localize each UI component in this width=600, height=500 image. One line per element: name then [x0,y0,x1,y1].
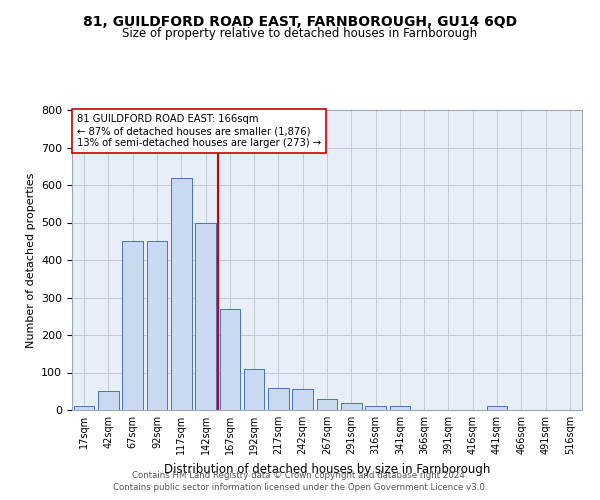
Text: Size of property relative to detached houses in Farnborough: Size of property relative to detached ho… [122,28,478,40]
Bar [341,402,362,410]
Text: 81, GUILDFORD ROAD EAST, FARNBOROUGH, GU14 6QD: 81, GUILDFORD ROAD EAST, FARNBOROUGH, GU… [83,15,517,29]
X-axis label: Distribution of detached houses by size in Farnborough: Distribution of detached houses by size … [164,462,490,475]
Bar [195,222,216,410]
Text: Contains public sector information licensed under the Open Government Licence v3: Contains public sector information licen… [113,484,487,492]
Bar [487,406,508,410]
Bar [171,178,191,410]
Bar [98,391,119,410]
Bar [146,242,167,410]
Bar [317,399,337,410]
Text: 81 GUILDFORD ROAD EAST: 166sqm
← 87% of detached houses are smaller (1,876)
13% : 81 GUILDFORD ROAD EAST: 166sqm ← 87% of … [77,114,321,148]
Bar [122,242,143,410]
Bar [244,369,265,410]
Bar [365,406,386,410]
Bar [74,406,94,410]
Bar [220,308,240,410]
Bar [292,390,313,410]
Bar [389,406,410,410]
Y-axis label: Number of detached properties: Number of detached properties [26,172,35,348]
Bar [268,388,289,410]
Text: Contains HM Land Registry data © Crown copyright and database right 2024.: Contains HM Land Registry data © Crown c… [132,471,468,480]
